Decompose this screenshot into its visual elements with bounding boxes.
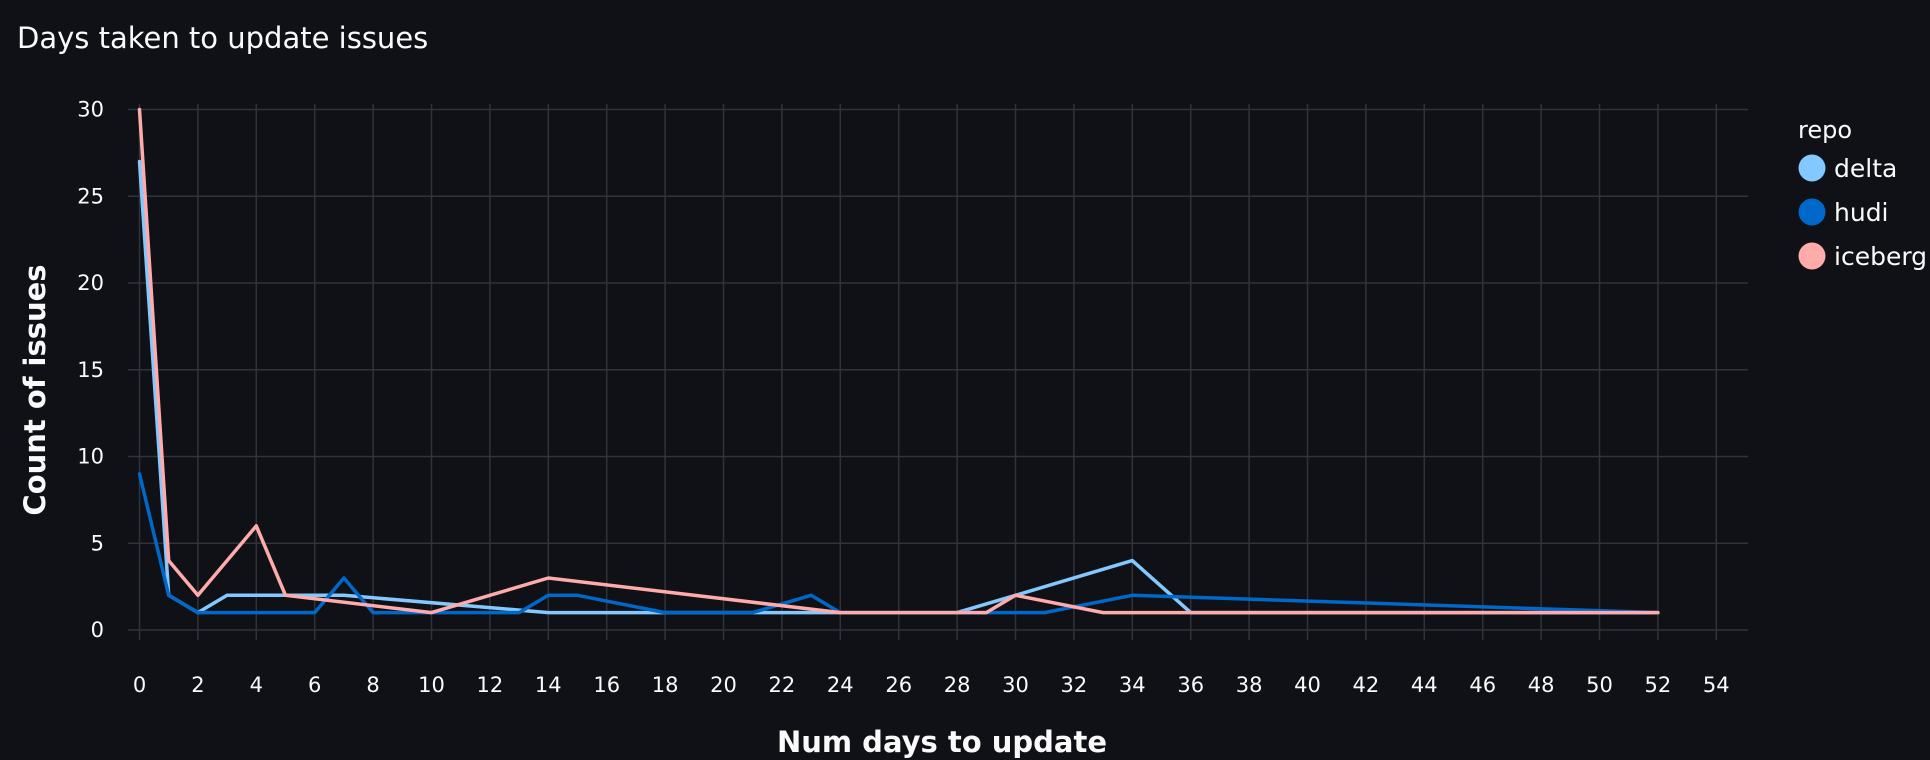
- y-tick-label: 10: [77, 445, 104, 469]
- y-tick-label: 25: [77, 184, 104, 208]
- legend-swatch-iceberg: [1798, 242, 1826, 270]
- x-tick-label: 28: [944, 673, 971, 697]
- legend-label-iceberg: iceberg: [1834, 242, 1927, 271]
- x-tick-label: 30: [1002, 673, 1029, 697]
- series-lines: [137, 107, 1660, 615]
- legend: repo delta hudi iceberg: [1798, 116, 1927, 271]
- x-tick-label: 54: [1703, 673, 1730, 697]
- x-tick-label: 16: [593, 673, 620, 697]
- y-tick-label: 5: [91, 531, 104, 555]
- x-tick-label: 40: [1294, 673, 1321, 697]
- x-tick-label: 20: [710, 673, 737, 697]
- y-tick-label: 0: [91, 618, 104, 642]
- x-tick-label: 26: [885, 673, 912, 697]
- x-tick-label: 32: [1061, 673, 1088, 697]
- chart-title: Days taken to update issues: [17, 21, 428, 55]
- x-tick-label: 52: [1645, 673, 1672, 697]
- x-tick-label: 38: [1236, 673, 1263, 697]
- vertical-grid: [138, 104, 1718, 640]
- x-tick-label: 34: [1119, 673, 1146, 697]
- x-tick-label: 8: [366, 673, 379, 697]
- x-tick-label: 24: [827, 673, 854, 697]
- x-tick-label: 46: [1469, 673, 1496, 697]
- x-tick-label: 18: [652, 673, 679, 697]
- x-axis-ticks: 0 2 4 6 8 10 12 14 16 18 20 22 24 26 28 30 32 34 36 38 40 42 4…: [133, 673, 1730, 697]
- y-axis-title: Count of issues: [18, 264, 52, 515]
- legend-label-hudi: hudi: [1834, 198, 1889, 227]
- x-tick-label: 14: [535, 673, 562, 697]
- x-tick-label: 10: [418, 673, 445, 697]
- x-tick-label: 22: [769, 673, 796, 697]
- series-line-iceberg: [137, 107, 1660, 615]
- x-tick-label: 36: [1177, 673, 1204, 697]
- x-tick-label: 42: [1353, 673, 1380, 697]
- x-tick-label: 2: [191, 673, 204, 697]
- x-tick-label: 48: [1528, 673, 1555, 697]
- x-tick-label: 0: [133, 673, 146, 697]
- x-tick-label: 50: [1586, 673, 1613, 697]
- x-axis-title: Num days to update: [777, 725, 1107, 759]
- x-tick-label: 44: [1411, 673, 1438, 697]
- y-tick-label: 30: [77, 98, 104, 122]
- x-tick-label: 6: [308, 673, 321, 697]
- legend-title: repo: [1798, 116, 1852, 144]
- legend-swatch-hudi: [1798, 198, 1826, 226]
- horizontal-grid: [128, 108, 1748, 631]
- y-axis-ticks: 0 5 10 15 20 25 30: [77, 98, 104, 643]
- y-tick-label: 15: [77, 358, 104, 382]
- x-tick-label: 12: [477, 673, 504, 697]
- legend-label-delta: delta: [1834, 154, 1897, 183]
- legend-swatch-delta: [1798, 154, 1826, 182]
- x-tick-label: 4: [250, 673, 263, 697]
- y-tick-label: 20: [77, 271, 104, 295]
